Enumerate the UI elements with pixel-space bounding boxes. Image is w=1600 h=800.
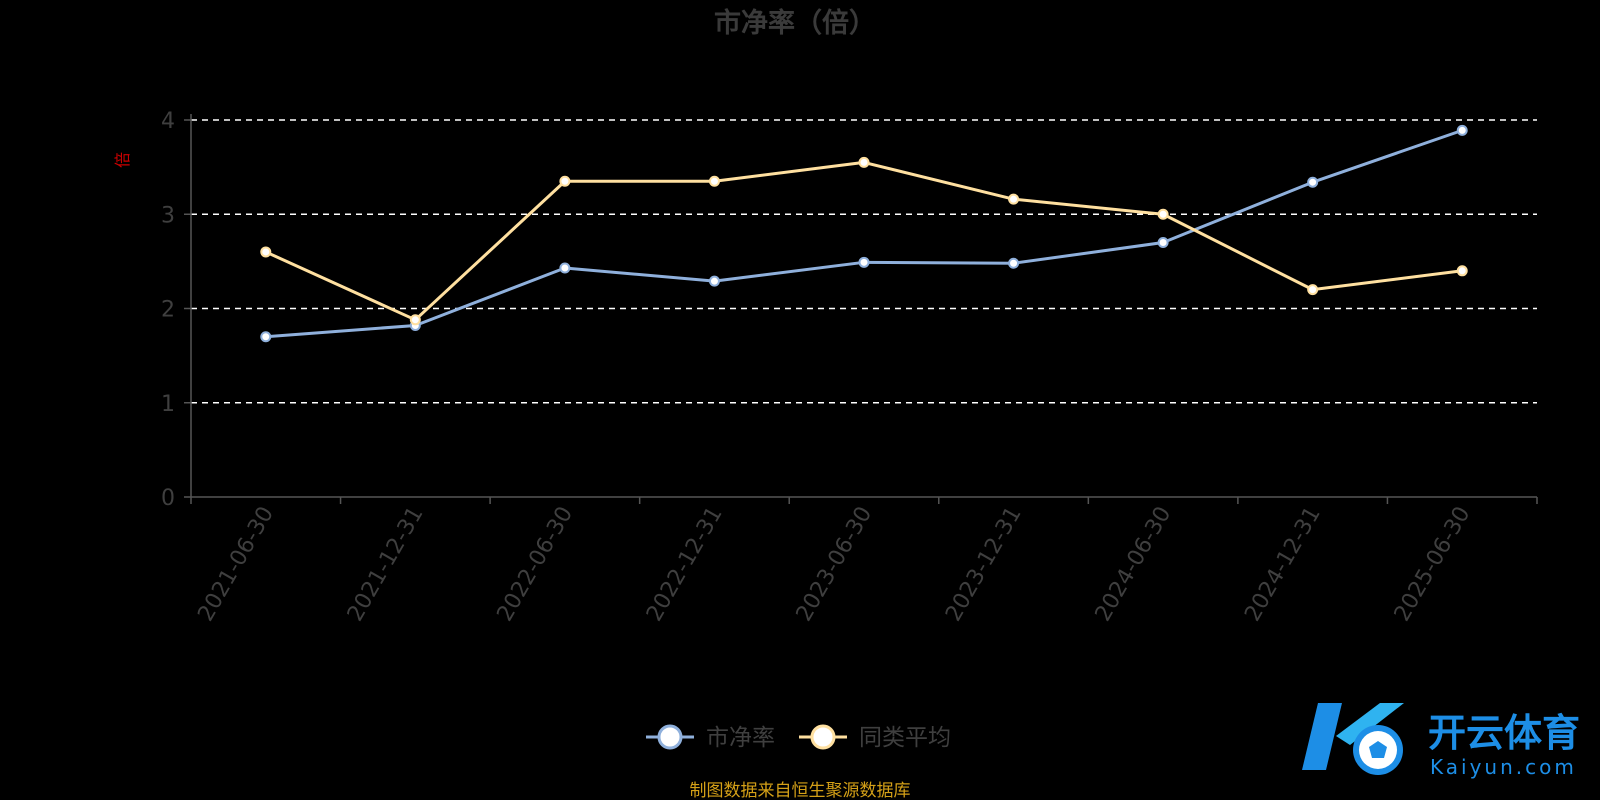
- data-point[interactable]: [409, 314, 421, 326]
- legend-item-peer-average[interactable]: 同类平均: [799, 724, 951, 751]
- y-tick-label: 1: [161, 392, 175, 417]
- y-tick-label: 0: [161, 486, 175, 511]
- x-tick-label: 2023-12-31: [941, 503, 1027, 626]
- legend-label-pb: 市净率: [706, 725, 775, 751]
- x-tick-label: 2025-06-30: [1390, 503, 1476, 626]
- x-tick-label: 2022-12-31: [642, 503, 728, 626]
- data-point[interactable]: [858, 256, 870, 268]
- y-axis-label: 倍: [113, 152, 132, 168]
- legend: 市净率 同类平均: [646, 724, 951, 751]
- y-tick-labels: 0 1 2 3 4: [161, 109, 175, 511]
- watermark-logo: 开云体育 Kaiyun.com: [1302, 703, 1580, 779]
- legend-marker-pb: [657, 724, 683, 750]
- data-point[interactable]: [1456, 124, 1468, 136]
- grid-lines: [191, 119, 1537, 404]
- x-tick-label: 2022-06-30: [493, 503, 579, 626]
- y-tick-label: 2: [161, 298, 175, 323]
- data-point[interactable]: [1008, 193, 1020, 205]
- x-tick-label: 2023-06-30: [792, 503, 878, 626]
- data-point[interactable]: [260, 246, 272, 258]
- data-point[interactable]: [1307, 176, 1319, 188]
- data-point[interactable]: [559, 262, 571, 274]
- chart-title: 市净率（倍）: [714, 7, 876, 39]
- data-point[interactable]: [1307, 284, 1319, 296]
- data-point[interactable]: [1157, 237, 1169, 249]
- legend-label-peer-average: 同类平均: [859, 725, 951, 751]
- data-point[interactable]: [858, 156, 870, 168]
- logo-brand-cn: 开云体育: [1428, 711, 1580, 755]
- data-point[interactable]: [260, 331, 272, 343]
- data-point[interactable]: [708, 175, 720, 187]
- y-tick-label: 4: [161, 109, 175, 134]
- data-point[interactable]: [559, 175, 571, 187]
- series-line-1: [265, 160, 1463, 322]
- x-tick-labels: 2021-06-30 2021-12-31 2022-06-30 2022-12-31…: [193, 503, 1475, 626]
- logo-icon: [1302, 703, 1404, 775]
- data-point[interactable]: [708, 275, 720, 287]
- x-tick-label: 2024-12-31: [1240, 503, 1326, 626]
- logo-brand-en: Kaiyun.com: [1430, 755, 1577, 779]
- series-lines: [260, 124, 1468, 343]
- legend-item-pb[interactable]: 市净率: [646, 724, 775, 751]
- x-tick-label: 2021-12-31: [343, 503, 429, 626]
- x-tick-label: 2021-06-30: [193, 503, 279, 626]
- legend-marker-peer-average: [810, 724, 836, 750]
- data-point[interactable]: [1456, 265, 1468, 277]
- x-tick-label: 2024-06-30: [1091, 503, 1177, 626]
- y-tick-label: 3: [161, 203, 175, 228]
- source-note: 制图数据来自恒生聚源数据库: [690, 781, 911, 800]
- axes: [184, 114, 1538, 504]
- data-point[interactable]: [1008, 257, 1020, 269]
- data-point[interactable]: [1157, 208, 1169, 220]
